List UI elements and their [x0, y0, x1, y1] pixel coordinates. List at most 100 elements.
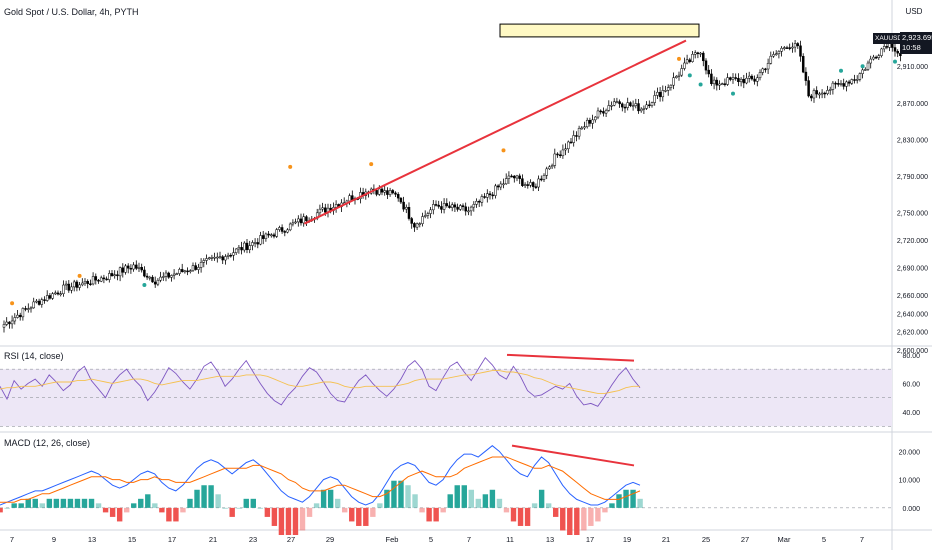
candle [526, 180, 530, 189]
candle-body [70, 286, 73, 291]
candle-body [499, 183, 503, 188]
candle [197, 263, 200, 274]
candle-body [680, 68, 683, 76]
signal-dot-orange [77, 273, 82, 278]
candle [488, 190, 492, 200]
macd-histogram-bar [138, 498, 144, 508]
signal-dot-teal [731, 91, 735, 96]
candle-body [815, 90, 818, 95]
candle-body [653, 95, 656, 103]
candle-body [224, 256, 227, 261]
rsi-tick-label: 40.00 [902, 410, 920, 417]
time-tick-label: 5 [822, 535, 826, 544]
candle [793, 40, 797, 53]
candle-body [723, 83, 727, 85]
candle [820, 89, 824, 99]
macd-pane[interactable] [0, 444, 892, 536]
candle [672, 72, 675, 90]
candle-body [737, 77, 740, 83]
candle-body [726, 77, 729, 85]
candle-body [407, 206, 411, 219]
candle [842, 78, 845, 90]
candle-body [140, 267, 143, 271]
candle-body [688, 59, 692, 62]
candle-body [426, 213, 430, 216]
candle [75, 279, 79, 292]
candle [558, 150, 562, 158]
candle [750, 74, 754, 81]
candle [666, 84, 670, 96]
signal-dot-orange [10, 301, 15, 306]
candle-body [267, 233, 270, 236]
candle-body [423, 215, 427, 217]
candle [615, 97, 619, 104]
candle-body [294, 221, 297, 224]
candle [596, 107, 600, 120]
candle [602, 107, 605, 117]
macd-histogram-bar [187, 498, 193, 508]
candle-body [13, 317, 17, 322]
candle [432, 199, 435, 215]
candle-body [664, 90, 667, 92]
candle [440, 201, 443, 214]
candle [737, 73, 740, 87]
time-axis[interactable]: 7 9 13 15 17 21 23 27 29 Feb 5 7 11 13 17 19 21 25 27 Mar 5 7 [10, 535, 864, 544]
candle-body [402, 201, 405, 210]
candle [429, 207, 432, 219]
candle [272, 232, 276, 239]
candle [645, 101, 648, 110]
candle [874, 55, 878, 60]
macd-histogram-bar [461, 485, 467, 508]
currency-button[interactable]: USD [905, 7, 923, 16]
candle [502, 178, 505, 189]
macd-histogram-bar [419, 507, 425, 513]
macd-histogram-bar [567, 507, 573, 536]
macd-title: MACD (12, 26, close) [4, 438, 91, 448]
candle-body [577, 128, 581, 137]
candle-body [43, 299, 46, 301]
candle-body [834, 82, 837, 85]
candle-body [199, 262, 203, 268]
candle-body [642, 108, 646, 110]
candle [626, 97, 629, 111]
macd-histogram-bar [278, 507, 285, 536]
candle [62, 280, 65, 297]
candle-body [823, 92, 827, 95]
candle-body [526, 184, 530, 186]
candle-body [137, 267, 141, 269]
macd-histogram-bar [74, 498, 81, 508]
candle [402, 196, 405, 212]
candle [486, 189, 489, 203]
candle [386, 187, 389, 200]
candle [839, 80, 843, 87]
macd-histogram-bar [243, 498, 249, 508]
candle [167, 271, 170, 279]
time-tick-label: 7 [10, 535, 14, 544]
candle [126, 263, 130, 274]
candle-body [715, 79, 719, 86]
candle-body [62, 284, 65, 294]
candle [5, 317, 8, 327]
candle [388, 187, 392, 197]
candle-body [488, 193, 492, 196]
time-tick-label: 21 [662, 535, 670, 544]
rsi-pane[interactable] [0, 353, 892, 427]
candle [815, 86, 818, 98]
candle [394, 191, 397, 198]
macd-histogram-bar [215, 494, 221, 508]
candle [27, 303, 30, 313]
candle [137, 262, 141, 272]
candle-body [788, 47, 791, 49]
candle-body [299, 218, 303, 224]
price-pane[interactable] [2, 23, 902, 333]
candle-body [885, 46, 889, 48]
candle [70, 282, 73, 294]
candle-body [180, 269, 184, 272]
candle-body [812, 90, 816, 99]
candle [818, 91, 821, 99]
price-axis[interactable]: 2,940.0002,910.0002,870.0002,830.0002,79… [897, 37, 928, 513]
candle-body [348, 195, 351, 202]
candle [40, 297, 44, 308]
signal-dot-teal [893, 59, 897, 64]
